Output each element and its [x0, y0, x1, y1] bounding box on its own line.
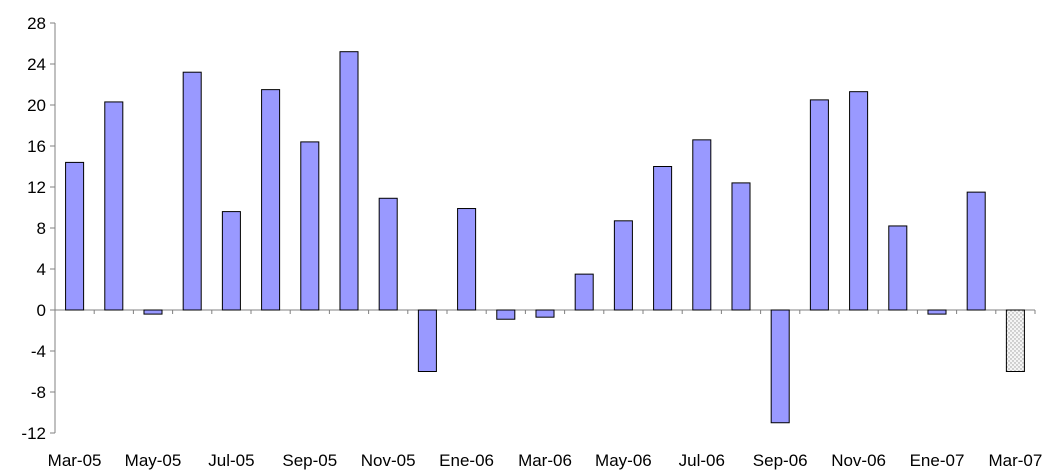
y-tick-label: 24: [27, 55, 46, 74]
bar-dic-05: [417, 309, 437, 372]
x-axis: Mar-05 May-05 Jul-05 Sep-05 Nov-05 Ene-06 Mar-…: [48, 309, 1042, 470]
x-tick-label: Sep-05: [282, 451, 337, 470]
y-tick-label: 0: [37, 301, 46, 320]
y-tick-label: 12: [27, 178, 46, 197]
bar-abr-05: [104, 101, 124, 311]
bar-ene-06: [457, 208, 477, 311]
bar-jun-05: [182, 71, 202, 311]
x-tick-label: Nov-05: [361, 451, 416, 470]
bar-dic-06: [888, 225, 908, 311]
bar-mar-05: [65, 161, 85, 311]
bar-jul-05: [221, 211, 241, 311]
x-tick-label: Nov-06: [831, 451, 886, 470]
y-tick-label: 8: [37, 219, 46, 238]
bar-ene-07: [927, 309, 947, 315]
bar-sep-06: [770, 309, 790, 424]
x-tick-label: May-05: [125, 451, 182, 470]
y-tick-label: 20: [27, 96, 46, 115]
bar-jul-06: [692, 139, 712, 311]
x-tick-label: Ene-06: [439, 451, 494, 470]
y-axis: -12 -8 -4 0 4 8 12 16 20 24 28: [21, 14, 56, 443]
bar-ago-05: [261, 89, 281, 311]
x-tick-label: Ene-07: [910, 451, 965, 470]
bar-feb-07: [966, 191, 986, 311]
bar-mar-07: [1005, 309, 1025, 372]
x-tick-label: Jul-05: [208, 451, 254, 470]
bar-may-06: [613, 220, 633, 311]
y-tick-label: -12: [21, 424, 46, 443]
bar-feb-06: [496, 309, 516, 320]
x-tick-label: Mar-06: [518, 451, 572, 470]
x-tick-label: Jul-06: [679, 451, 725, 470]
x-tick-label: Mar-05: [48, 451, 102, 470]
bar-oct-05: [339, 51, 359, 311]
bar-ago-06: [731, 182, 751, 311]
bar-may-05: [143, 309, 163, 315]
y-tick-label: 4: [37, 260, 46, 279]
bar-abr-06: [574, 273, 594, 311]
bar-jun-06: [653, 166, 673, 311]
y-tick-label: -8: [31, 383, 46, 402]
x-tick-label: May-06: [595, 451, 652, 470]
bar-sep-05: [300, 141, 320, 311]
y-tick-label: -4: [31, 342, 46, 361]
y-tick-label: 28: [27, 14, 46, 33]
bars: [65, 51, 1025, 424]
x-tick-label: Sep-06: [753, 451, 808, 470]
x-tick-label: Mar-07: [988, 451, 1042, 470]
bar-nov-05: [378, 197, 398, 311]
bar-nov-06: [849, 91, 869, 311]
y-tick-label: 16: [27, 137, 46, 156]
bar-mar-06: [535, 309, 555, 318]
bar-oct-06: [809, 99, 829, 311]
